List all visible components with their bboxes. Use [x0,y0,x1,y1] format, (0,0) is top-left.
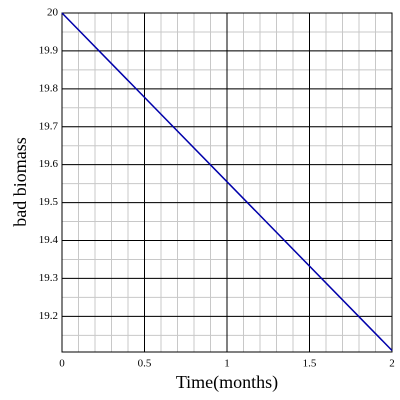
x-tick-label: 1 [224,358,230,370]
y-axis-title: bad biomass [10,137,30,227]
data-line [61,12,393,352]
x-tick-label: 0.5 [138,358,152,370]
y-tick-label: 20 [47,7,59,19]
y-tick-label: 19.4 [39,234,59,246]
y-tick-label: 19.9 [39,44,59,56]
y-tick-label: 19.5 [39,196,59,208]
y-tick-label: 19.7 [39,120,59,132]
y-tick-label: 19.2 [39,310,58,322]
y-tick-label: 19.8 [39,82,59,94]
x-axis-title: Time(months) [176,372,278,393]
x-tick-label: 0 [59,358,65,370]
x-tick-label: 1.5 [303,358,317,370]
y-tick-label: 19.3 [39,272,59,284]
x-tick-label: 2 [389,358,395,370]
y-tick-label: 19.6 [39,158,59,170]
plot-frame [61,12,393,353]
